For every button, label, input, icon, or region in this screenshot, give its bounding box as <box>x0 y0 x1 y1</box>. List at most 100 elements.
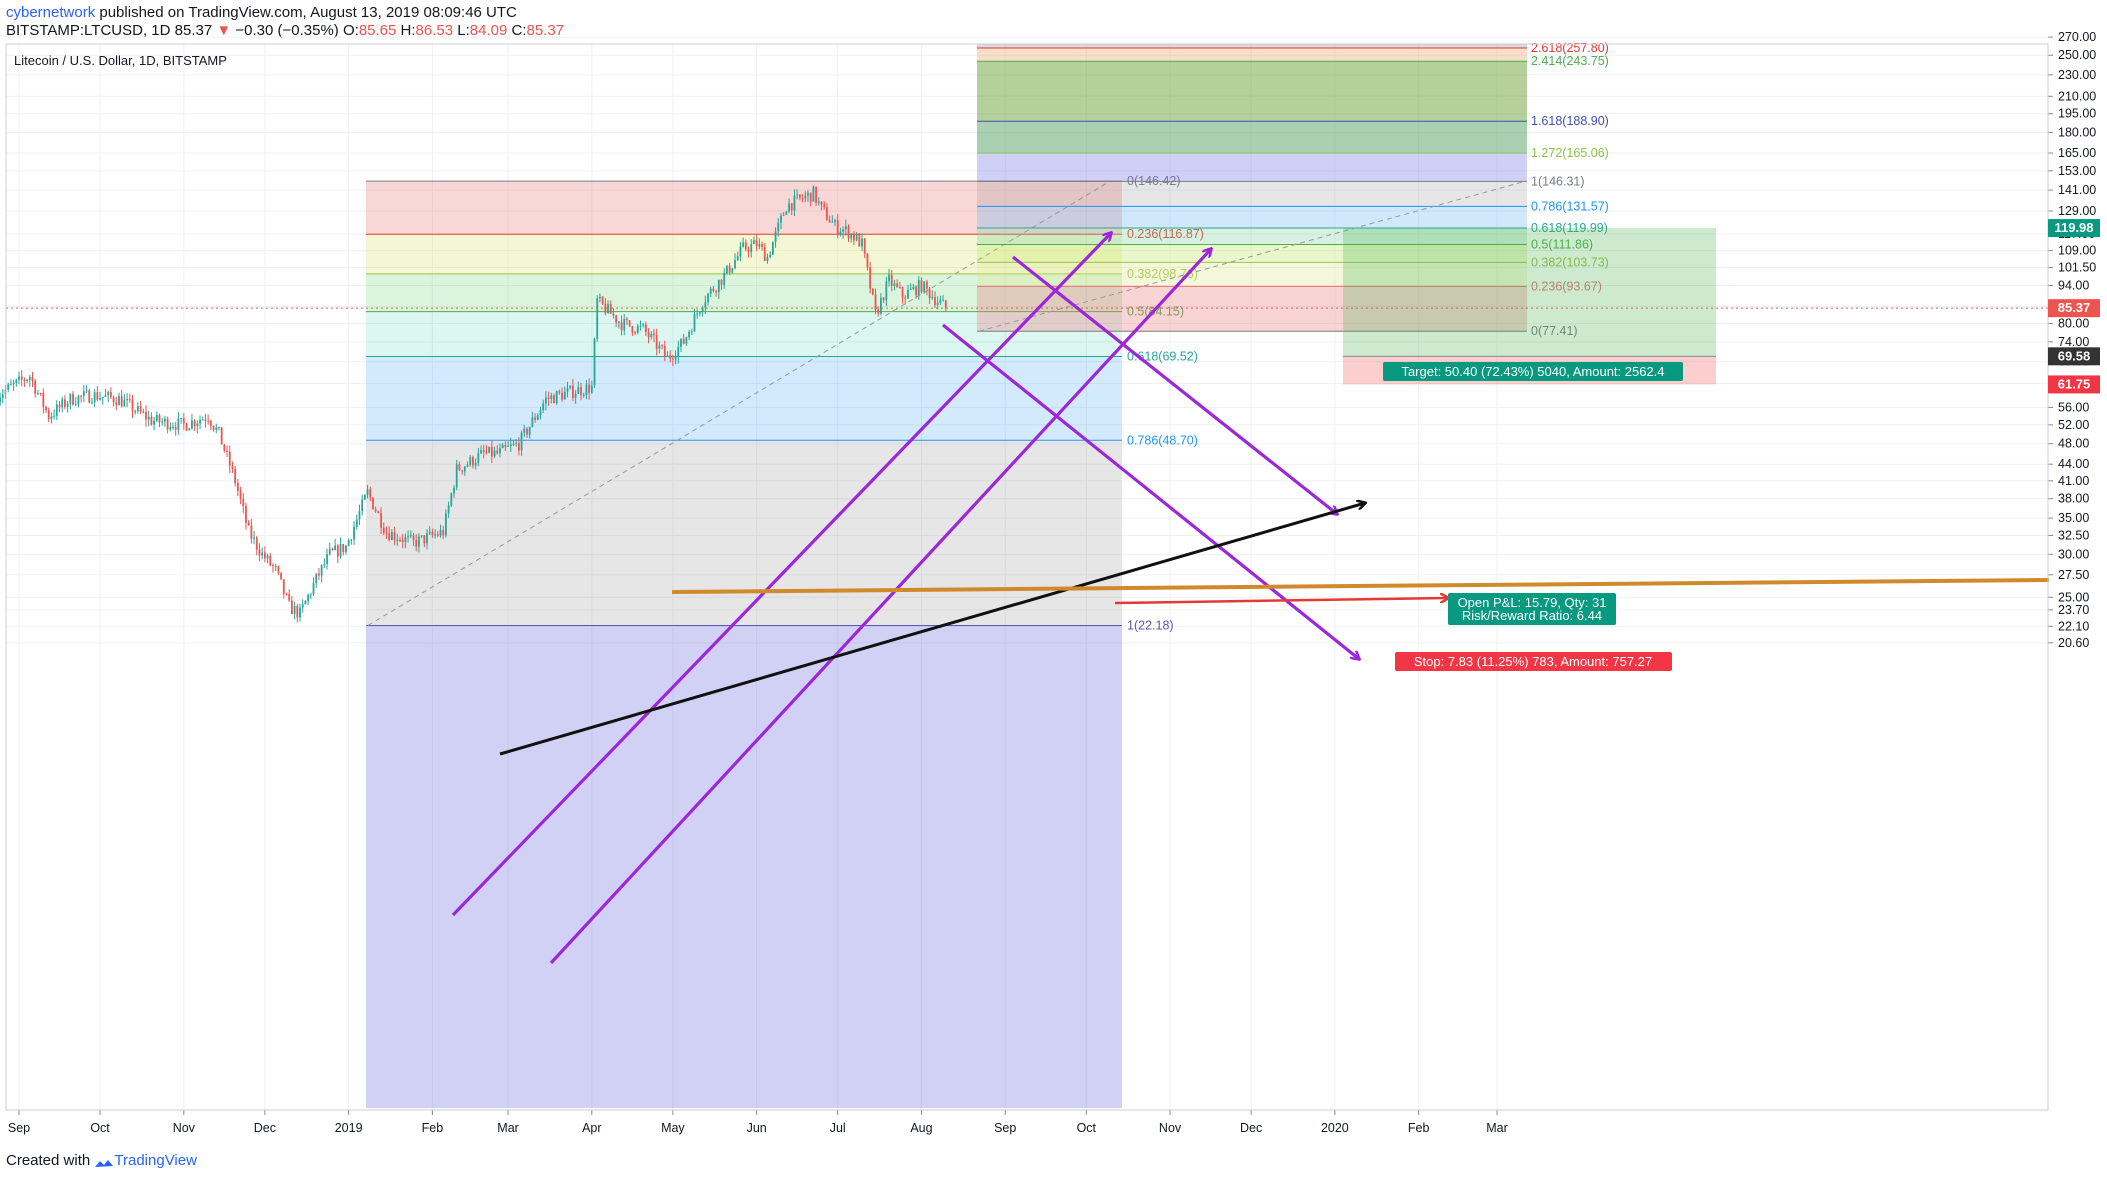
candle-body <box>853 233 855 241</box>
candle-body <box>771 242 774 255</box>
horizontal-support-line <box>671 578 2050 594</box>
fib2-level-label: 0.786(131.57) <box>1531 199 1609 213</box>
fib2-zone <box>977 152 1527 182</box>
candle-body <box>582 394 585 396</box>
candle-body <box>796 194 799 196</box>
open-label: O: <box>342 22 359 39</box>
candle-body <box>623 318 626 331</box>
candle-body <box>661 345 663 347</box>
candle-body <box>934 297 936 305</box>
candle-body <box>653 333 655 336</box>
channel-lower-line <box>549 249 1211 965</box>
candle-body <box>39 393 42 395</box>
x-tick-label: Mar <box>1486 1121 1508 1135</box>
candle-body <box>817 201 820 203</box>
y-tick-label: 35.00 <box>2058 511 2089 525</box>
candle-body <box>112 397 115 403</box>
tradingview-link[interactable]: TradingView <box>114 1152 197 1169</box>
candle-body <box>766 257 769 261</box>
candle-body <box>717 279 720 293</box>
axes: 270.00 250.00 230.00 210.00 195.00 180.00 165.… <box>5 30 2100 1135</box>
candle-body <box>628 320 631 327</box>
fib2-zone <box>977 206 1527 229</box>
candle-body <box>347 540 350 546</box>
candle-body <box>758 244 761 247</box>
candle-body <box>239 491 242 499</box>
y-tick-label: 56.00 <box>2058 400 2089 414</box>
candle-body <box>136 406 139 412</box>
candle-body <box>709 288 712 294</box>
candle-body <box>693 314 696 332</box>
candle-body <box>707 293 709 303</box>
candle-body <box>604 303 607 314</box>
candle-body <box>455 464 458 488</box>
candle-body <box>328 548 331 555</box>
candle-body <box>647 331 650 338</box>
candle-body <box>590 385 593 393</box>
candle-body <box>326 554 328 565</box>
candle-body <box>253 537 255 539</box>
candle-body <box>12 382 15 385</box>
candle-body <box>250 525 253 539</box>
candle-body <box>390 532 393 541</box>
candle-body <box>858 234 861 247</box>
stop-label-box <box>1395 652 1672 671</box>
candle-body <box>669 355 672 359</box>
candle-body <box>50 416 53 420</box>
candle-body <box>555 391 558 404</box>
candle-body <box>174 427 177 430</box>
ohlc-line: BITSTAMP:LTCUSD, 1D 85.37 ▼ −0.30 (−0.35… <box>6 22 564 39</box>
candle-body <box>164 418 166 422</box>
author-link[interactable]: cybernetwork <box>6 4 96 21</box>
fib1-extension-zone <box>366 625 1122 1108</box>
candle-body <box>369 489 372 498</box>
candle-body <box>925 281 928 289</box>
y-tick-label: 74.00 <box>2058 335 2089 349</box>
candle-body <box>307 594 310 601</box>
candle-body <box>804 195 807 199</box>
candle-body <box>493 450 496 457</box>
candle-body <box>226 450 228 452</box>
fib-retracement-1[interactable]: 0(146.42)0.236(116.87)0.382(98.76)0.5(84… <box>366 174 1204 1108</box>
x-tick-label: Jul <box>830 1121 846 1135</box>
candle-body <box>626 318 628 321</box>
fib2-top-zone <box>977 44 1527 49</box>
candle-body <box>228 451 231 467</box>
candle-body <box>874 294 877 310</box>
price-badge <box>2048 299 2100 318</box>
candle-body <box>88 390 91 403</box>
close-value: 85.37 <box>526 22 565 39</box>
candle-body <box>680 338 682 347</box>
down-channel-upper-line <box>1012 255 1337 514</box>
candle-body <box>223 444 226 451</box>
candle-body <box>280 572 282 580</box>
fib-retracement-2[interactable]: 2.618(257.80)2.414(243.75) 1.618(188.90) 1… <box>977 41 1609 338</box>
fib1-zone <box>366 273 1122 312</box>
price-badge-label: 69.58 <box>2058 348 2091 363</box>
candle-body <box>666 355 669 357</box>
candle-body <box>447 505 450 514</box>
candle-body <box>917 280 920 296</box>
x-tick-label: Apr <box>582 1121 601 1135</box>
candle-body <box>763 246 766 261</box>
x-tick-label: Feb <box>1408 1121 1430 1135</box>
candle-body <box>617 321 620 323</box>
candle-body <box>207 420 210 422</box>
candle-body <box>0 397 1 403</box>
candle-body <box>704 302 707 308</box>
fib1-level-label: 0.786(48.70) <box>1127 433 1198 447</box>
y-tick-label: 44.00 <box>2058 457 2089 471</box>
candle-body <box>928 288 931 299</box>
drawings[interactable] <box>6 233 2050 965</box>
candle-body <box>561 392 564 400</box>
fib2-trend-line <box>978 180 1526 332</box>
candle-body <box>531 417 534 427</box>
long-position-tool[interactable] <box>1343 228 1716 385</box>
candle-body <box>42 393 45 407</box>
candle-body <box>601 296 604 304</box>
candle-body <box>855 234 858 241</box>
candle-body <box>788 203 790 212</box>
candle-body <box>236 482 239 492</box>
candle-body <box>99 398 101 400</box>
